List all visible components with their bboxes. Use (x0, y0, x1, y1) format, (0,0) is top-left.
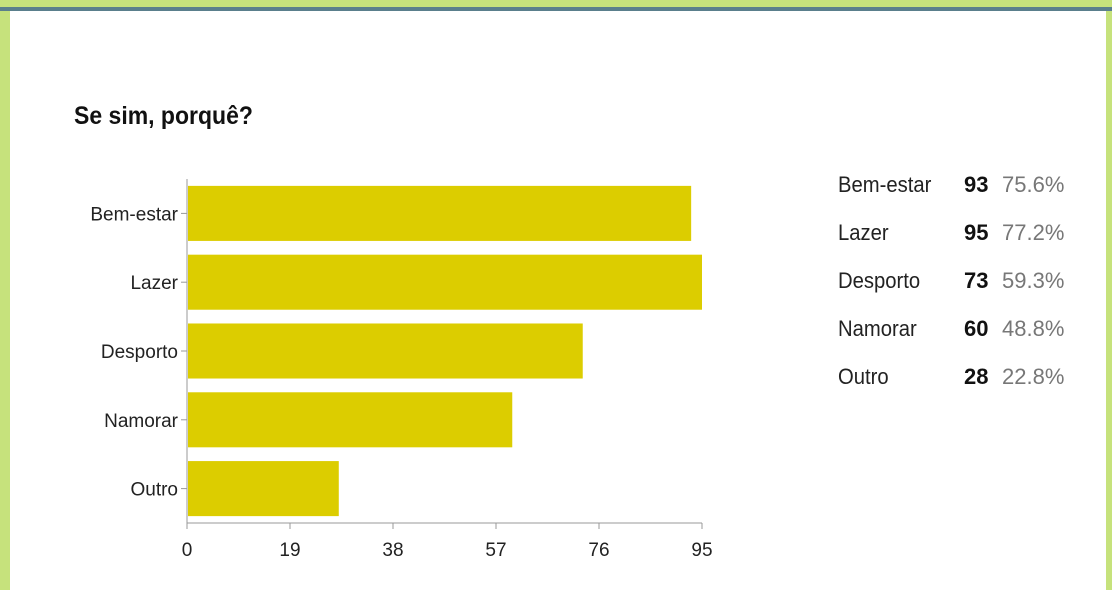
summary-count: 73 (964, 268, 989, 293)
summary-label: Bem-estar (838, 172, 932, 197)
summary-table: Bem-estar 93 75.6% Lazer 95 77.2% Despor… (838, 161, 1064, 401)
summary-row: Outro 28 22.8% (838, 353, 1064, 401)
x-tick-label: 19 (279, 540, 300, 561)
y-tick-label: Outro (130, 480, 178, 501)
x-tick-label: 57 (485, 540, 506, 561)
x-tick-label: 0 (182, 540, 193, 561)
bar (188, 185, 692, 241)
summary-label: Namorar (838, 316, 917, 341)
bar (188, 254, 702, 310)
summary-label: Lazer (838, 220, 889, 245)
summary-count: 95 (964, 220, 989, 245)
x-tick-label: 38 (382, 540, 403, 561)
y-tick-label: Desporto (101, 342, 178, 363)
y-tick-label: Bem-estar (90, 204, 178, 225)
summary-row: Bem-estar 93 75.6% (838, 161, 1064, 209)
bar (188, 461, 339, 517)
summary-count: 28 (964, 364, 989, 389)
y-tick-label: Namorar (104, 411, 179, 432)
summary-label: Outro (838, 364, 889, 389)
axes-layer: Bem-estar Lazer Desporto Namorar Outro 0 19 38 5… (90, 179, 713, 561)
summary-row: Desporto 73 59.3% (838, 257, 1064, 305)
y-tick-label: Lazer (130, 273, 178, 294)
summary-percent: 48.8% (1002, 316, 1065, 341)
summary-count: 60 (964, 316, 989, 341)
top-border-line (0, 7, 1112, 11)
summary-percent: 22.8% (1002, 364, 1065, 389)
bar-chart: Bem-estar Lazer Desporto Namorar Outro 0 19 38 5… (90, 179, 713, 561)
x-tick-label: 76 (588, 540, 609, 561)
summary-percent: 59.3% (1002, 268, 1065, 293)
bars-layer (188, 185, 702, 517)
summary-percent: 77.2% (1002, 220, 1065, 245)
summary-row: Lazer 95 77.2% (838, 209, 1064, 257)
summary-percent: 75.6% (1002, 172, 1065, 197)
bar (188, 323, 583, 379)
summary-row: Namorar 60 48.8% (838, 305, 1064, 353)
chart-panel: Se sim, porquê? Bem-estar Lazer Desporto Na… (10, 11, 1106, 590)
summary-label: Desporto (838, 268, 921, 293)
x-tick-label: 95 (691, 540, 712, 561)
summary-count: 93 (964, 172, 989, 197)
chart-title: Se sim, porquê? (74, 102, 253, 130)
bar (188, 392, 513, 448)
